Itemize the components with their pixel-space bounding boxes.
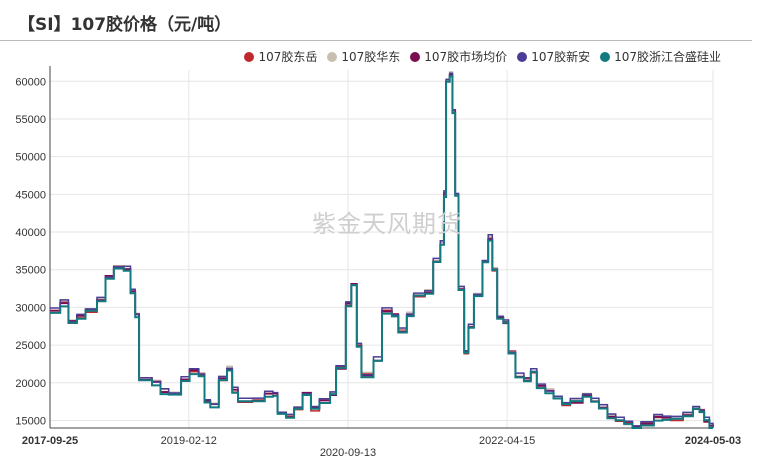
legend-swatch (600, 51, 611, 62)
legend-swatch (244, 51, 255, 62)
y-tick-label: 40000 (15, 227, 46, 239)
legend-label: 107胶浙江合盛硅业 (614, 50, 721, 64)
y-tick-label: 50000 (15, 152, 46, 164)
legend-item[interactable]: 107胶市场均价 (410, 48, 507, 65)
legend-swatch (327, 51, 338, 62)
legend-item[interactable]: 107胶华东 (327, 48, 400, 65)
y-tick-label: 35000 (15, 265, 46, 277)
y-tick-label: 60000 (15, 76, 46, 88)
x-tick-label: 2017-09-25 (22, 435, 78, 447)
x-tick-label: 2024-05-03 (685, 435, 741, 447)
series-line-3 (50, 73, 714, 428)
legend-label: 107胶新安 (531, 50, 591, 64)
series-line-1 (50, 72, 714, 428)
legend-item[interactable]: 107胶浙江合盛硅业 (600, 48, 721, 65)
legend-item[interactable]: 107胶新安 (517, 48, 590, 65)
y-tick-label: 15000 (15, 415, 46, 427)
legend-label: 107胶市场均价 (424, 50, 508, 64)
chart-title: 【SI】107胶价格（元/吨） (18, 15, 232, 35)
y-tick-label: 30000 (15, 302, 46, 314)
legend-swatch (410, 51, 421, 62)
series-line-2 (50, 71, 714, 427)
y-tick-label: 45000 (15, 189, 46, 201)
series-line-5 (50, 75, 713, 429)
y-tick-label: 25000 (15, 340, 46, 352)
legend: 107胶东岳 107胶华东 107胶市场均价 107胶新安 107胶浙江合盛硅业 (244, 48, 721, 65)
title-divider (0, 40, 752, 41)
legend-label: 107胶东岳 (258, 50, 318, 64)
y-tick-label: 20000 (15, 378, 46, 390)
x-tick-label: 2022-04-15 (479, 435, 535, 447)
y-tick-label: 55000 (15, 114, 46, 126)
x-tick-label: 2019-02-12 (161, 435, 217, 447)
series-line-4 (50, 72, 714, 428)
legend-swatch (517, 51, 528, 62)
watermark: 紫金天风期货 (312, 210, 462, 238)
legend-label: 107胶华东 (341, 50, 401, 64)
x-tick-label: 2020-09-13 (320, 447, 376, 459)
legend-item[interactable]: 107胶东岳 (244, 48, 317, 65)
